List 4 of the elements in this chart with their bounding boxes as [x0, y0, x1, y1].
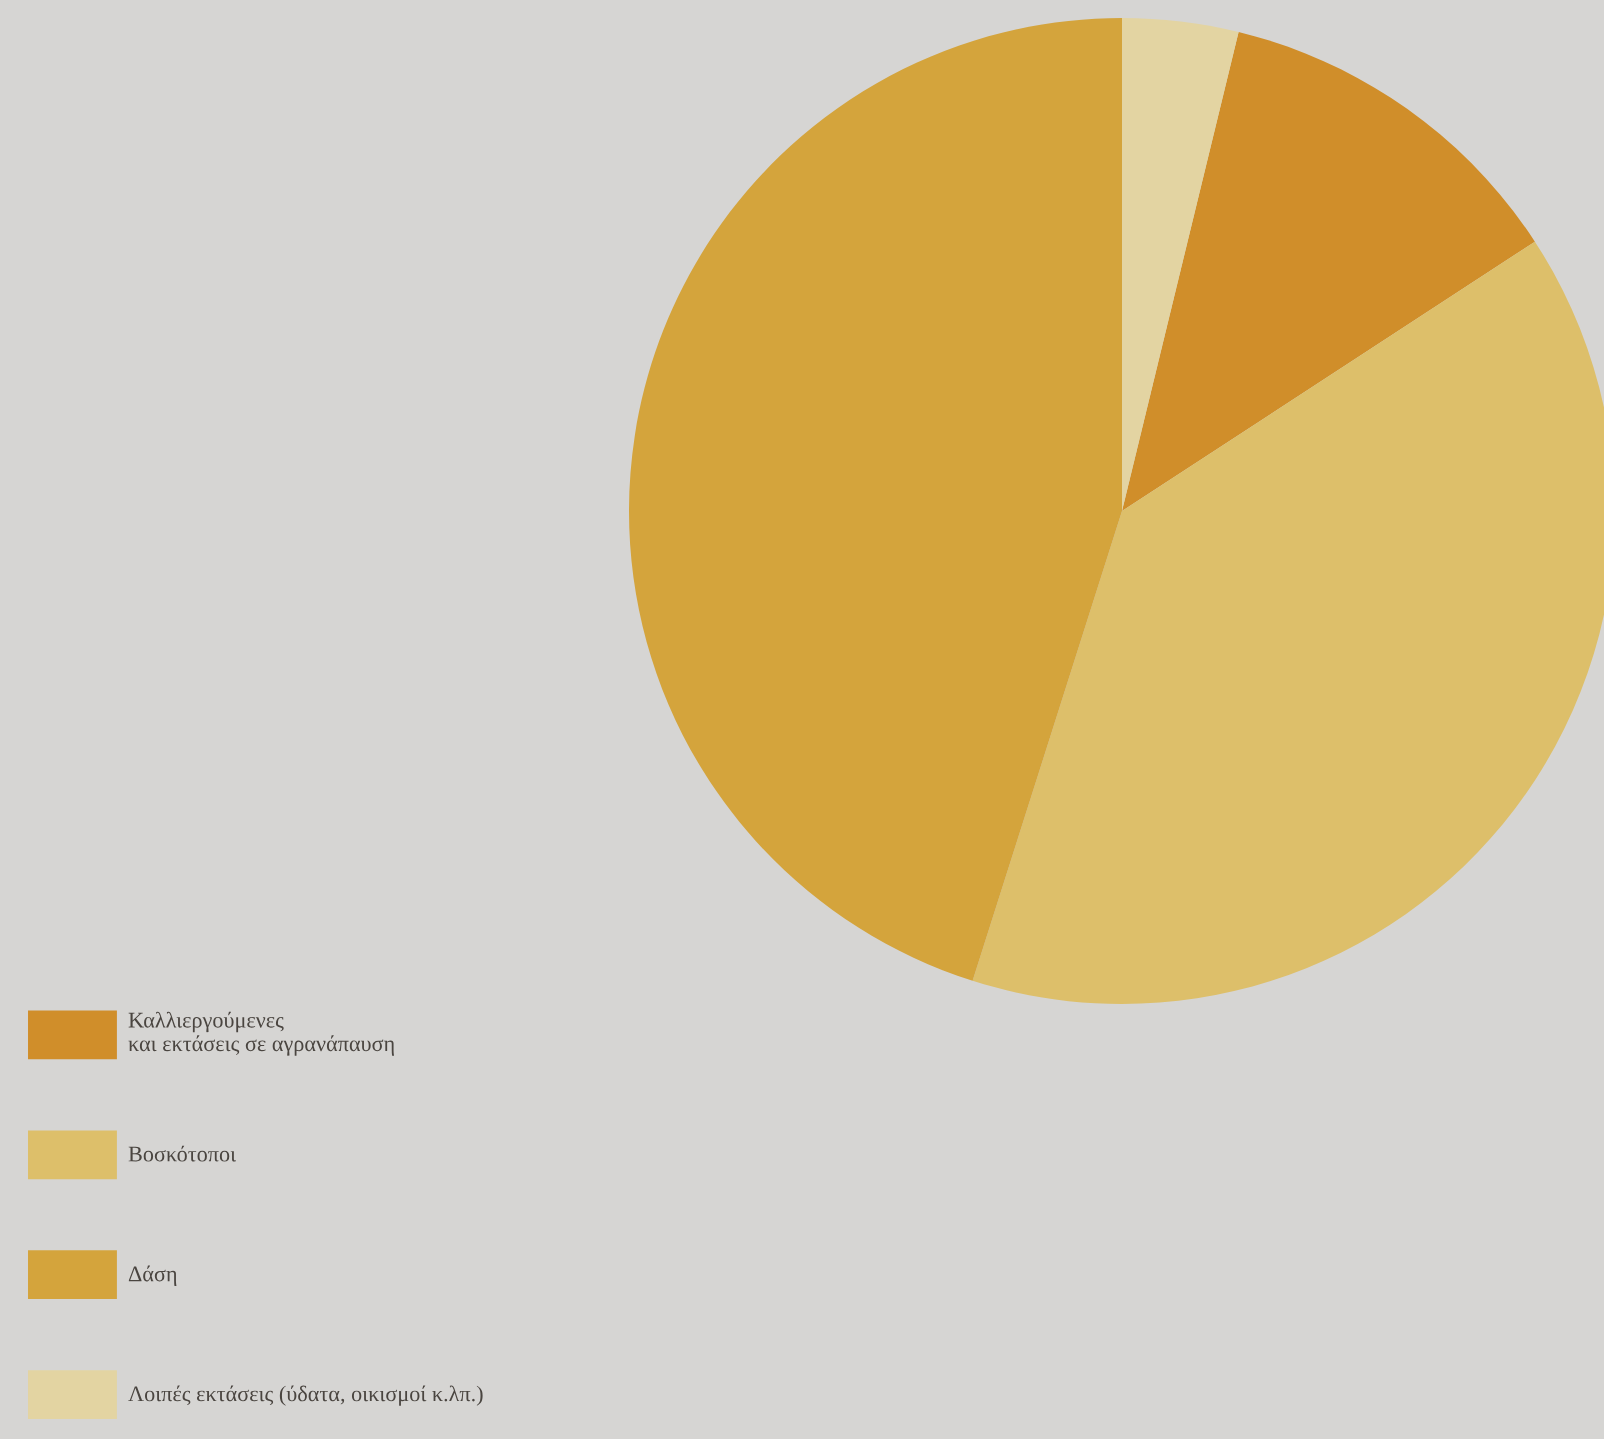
- legend-label: Βοσκότοποι: [128, 1145, 236, 1162]
- legend-label: Καλλιεργούμενες και εκτάσεις σε αγρανάπαυση: [128, 1011, 395, 1056]
- legend-label: Λοιπές εκτάσεις (ύδατα, οικισμοί κ.λπ.): [128, 1385, 483, 1406]
- legend-label: Δάση: [128, 1265, 177, 1286]
